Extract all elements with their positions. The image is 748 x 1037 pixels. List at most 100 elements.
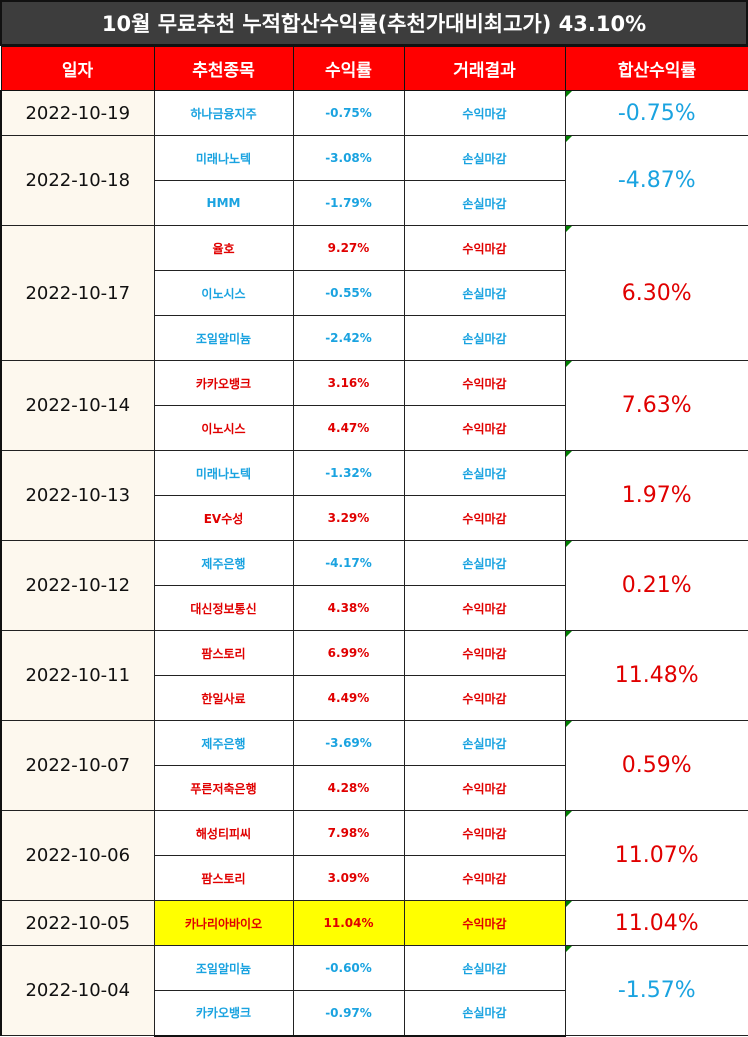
table-row: 2022-10-13 미래나노텍 -1.32% 손실마감 1.97% bbox=[0, 450, 748, 541]
return-cell: 4.28% bbox=[292, 765, 405, 811]
cumulative-cell: 0.59% bbox=[564, 720, 748, 811]
cumulative-cell: 0.21% bbox=[564, 540, 748, 631]
header-cumulative: 합산수익률 bbox=[564, 46, 748, 91]
return-cell: -3.08% bbox=[292, 135, 405, 181]
stock-cell: 율호 bbox=[153, 225, 294, 271]
table-row: 이노시스 -0.55% 손실마감 bbox=[1, 270, 748, 316]
result-cell: 손실마감 bbox=[403, 450, 566, 496]
date-cell: 2022-10-11 bbox=[0, 630, 155, 721]
date-cell: 2022-10-19 bbox=[0, 90, 155, 136]
table-row: 푸른저축은행 4.28% 수익마감 bbox=[1, 765, 748, 811]
table-row: 2022-10-07 제주은행 -3.69% 손실마감 0.59% bbox=[0, 720, 748, 811]
table-row: 한일사료 4.49% 수익마감 bbox=[1, 675, 748, 721]
table-row: 2022-10-05 카나리아바이오 11.04% 수익마감 11.04% bbox=[0, 900, 748, 946]
return-cell: -0.60% bbox=[292, 945, 405, 991]
stock-cell: 팜스토리 bbox=[153, 630, 294, 676]
cumulative-cell: 11.48% bbox=[564, 630, 748, 721]
result-cell: 수익마감 bbox=[403, 900, 566, 946]
table-row: 2022-10-12 제주은행 -4.17% 손실마감 0.21% bbox=[0, 540, 748, 631]
return-cell: -3.69% bbox=[292, 720, 405, 766]
stock-cell: 미래나노텍 bbox=[153, 135, 294, 181]
date-cell: 2022-10-06 bbox=[0, 810, 155, 901]
date-cell: 2022-10-07 bbox=[0, 720, 155, 811]
cumulative-cell: -4.87% bbox=[564, 135, 748, 226]
stock-cell: 하나금융지주 bbox=[153, 90, 294, 136]
return-cell: -1.79% bbox=[292, 180, 405, 226]
return-cell: -2.42% bbox=[292, 315, 405, 361]
table-row: 2022-10-17 율호 9.27% 수익마감 6.30% bbox=[0, 225, 748, 361]
return-cell: -4.17% bbox=[292, 540, 405, 586]
recommendation-table: 일자 추천종목 수익률 거래결과 합산수익률 2022-10-19 하나금융지주 -… bbox=[0, 46, 748, 1037]
return-cell: -0.75% bbox=[292, 90, 405, 136]
return-cell: 9.27% bbox=[292, 225, 405, 271]
stock-cell: 카카오뱅크 bbox=[153, 990, 294, 1037]
table-row: 2022-10-14 카카오뱅크 3.16% 수익마감 7.63% bbox=[0, 360, 748, 451]
table-row: EV수성 3.29% 수익마감 bbox=[1, 495, 748, 541]
return-cell: 3.09% bbox=[292, 855, 405, 901]
table-row: 2022-10-18 미래나노텍 -3.08% 손실마감 -4.87% bbox=[0, 135, 748, 226]
stock-cell: 미래나노텍 bbox=[153, 450, 294, 496]
stock-cell: 해성티피씨 bbox=[153, 810, 294, 856]
header-result: 거래결과 bbox=[403, 46, 566, 91]
stock-cell: 팜스토리 bbox=[153, 855, 294, 901]
return-cell: 11.04% bbox=[292, 900, 405, 946]
return-cell: -1.32% bbox=[292, 450, 405, 496]
result-cell: 손실마감 bbox=[403, 180, 566, 226]
result-cell: 손실마감 bbox=[403, 315, 566, 361]
table-row: 대신정보통신 4.38% 수익마감 bbox=[1, 585, 748, 631]
result-cell: 수익마감 bbox=[403, 675, 566, 721]
stock-cell: 조일알미늄 bbox=[153, 315, 294, 361]
stock-cell: 한일사료 bbox=[153, 675, 294, 721]
result-cell: 수익마감 bbox=[403, 585, 566, 631]
stock-cell: 이노시스 bbox=[153, 405, 294, 451]
cumulative-cell: 11.04% bbox=[564, 900, 748, 946]
header-return: 수익률 bbox=[292, 46, 405, 91]
result-cell: 손실마감 bbox=[403, 540, 566, 586]
return-cell: 4.47% bbox=[292, 405, 405, 451]
result-cell: 손실마감 bbox=[403, 945, 566, 991]
result-cell: 손실마감 bbox=[403, 270, 566, 316]
return-cell: -0.97% bbox=[292, 990, 405, 1037]
result-cell: 수익마감 bbox=[403, 495, 566, 541]
date-cell: 2022-10-12 bbox=[0, 540, 155, 631]
table-header-row: 일자 추천종목 수익률 거래결과 합산수익률 bbox=[0, 46, 748, 91]
stock-cell: 제주은행 bbox=[153, 720, 294, 766]
stock-cell: 제주은행 bbox=[153, 540, 294, 586]
table-row: 2022-10-04 조일알미늄 -0.60% 손실마감 -1.57% bbox=[0, 945, 748, 1036]
return-cell: 4.38% bbox=[292, 585, 405, 631]
stock-cell: 대신정보통신 bbox=[153, 585, 294, 631]
date-cell: 2022-10-05 bbox=[0, 900, 155, 946]
cumulative-cell: 7.63% bbox=[564, 360, 748, 451]
cumulative-cell: 6.30% bbox=[564, 225, 748, 361]
table-row: 이노시스 4.47% 수익마감 bbox=[1, 405, 748, 451]
date-cell: 2022-10-04 bbox=[0, 945, 155, 1036]
date-cell: 2022-10-13 bbox=[0, 450, 155, 541]
result-cell: 수익마감 bbox=[403, 630, 566, 676]
stock-cell: 조일알미늄 bbox=[153, 945, 294, 991]
date-cell: 2022-10-18 bbox=[0, 135, 155, 226]
stock-cell: 카카오뱅크 bbox=[153, 360, 294, 406]
result-cell: 수익마감 bbox=[403, 360, 566, 406]
table-row: HMM -1.79% 손실마감 bbox=[1, 180, 748, 226]
cumulative-cell: -0.75% bbox=[564, 90, 748, 136]
return-cell: 3.29% bbox=[292, 495, 405, 541]
result-cell: 수익마감 bbox=[403, 810, 566, 856]
date-cell: 2022-10-17 bbox=[0, 225, 155, 361]
header-date: 일자 bbox=[0, 46, 155, 91]
table-row: 2022-10-06 해성티피씨 7.98% 수익마감 11.07% bbox=[0, 810, 748, 901]
table-row: 팜스토리 3.09% 수익마감 bbox=[1, 855, 748, 901]
cumulative-cell: -1.57% bbox=[564, 945, 748, 1036]
return-cell: -0.55% bbox=[292, 270, 405, 316]
result-cell: 수익마감 bbox=[403, 855, 566, 901]
return-cell: 6.99% bbox=[292, 630, 405, 676]
page-title: 10월 무료추천 누적합산수익률(추천가대비최고가) 43.10% bbox=[0, 0, 748, 46]
result-cell: 수익마감 bbox=[403, 405, 566, 451]
return-cell: 7.98% bbox=[292, 810, 405, 856]
result-cell: 손실마감 bbox=[403, 135, 566, 181]
table-row: 2022-10-19 하나금융지주 -0.75% 수익마감 -0.75% bbox=[0, 90, 748, 136]
date-cell: 2022-10-14 bbox=[0, 360, 155, 451]
result-cell: 수익마감 bbox=[403, 765, 566, 811]
stock-cell: 푸른저축은행 bbox=[153, 765, 294, 811]
cumulative-cell: 1.97% bbox=[564, 450, 748, 541]
return-cell: 4.49% bbox=[292, 675, 405, 721]
